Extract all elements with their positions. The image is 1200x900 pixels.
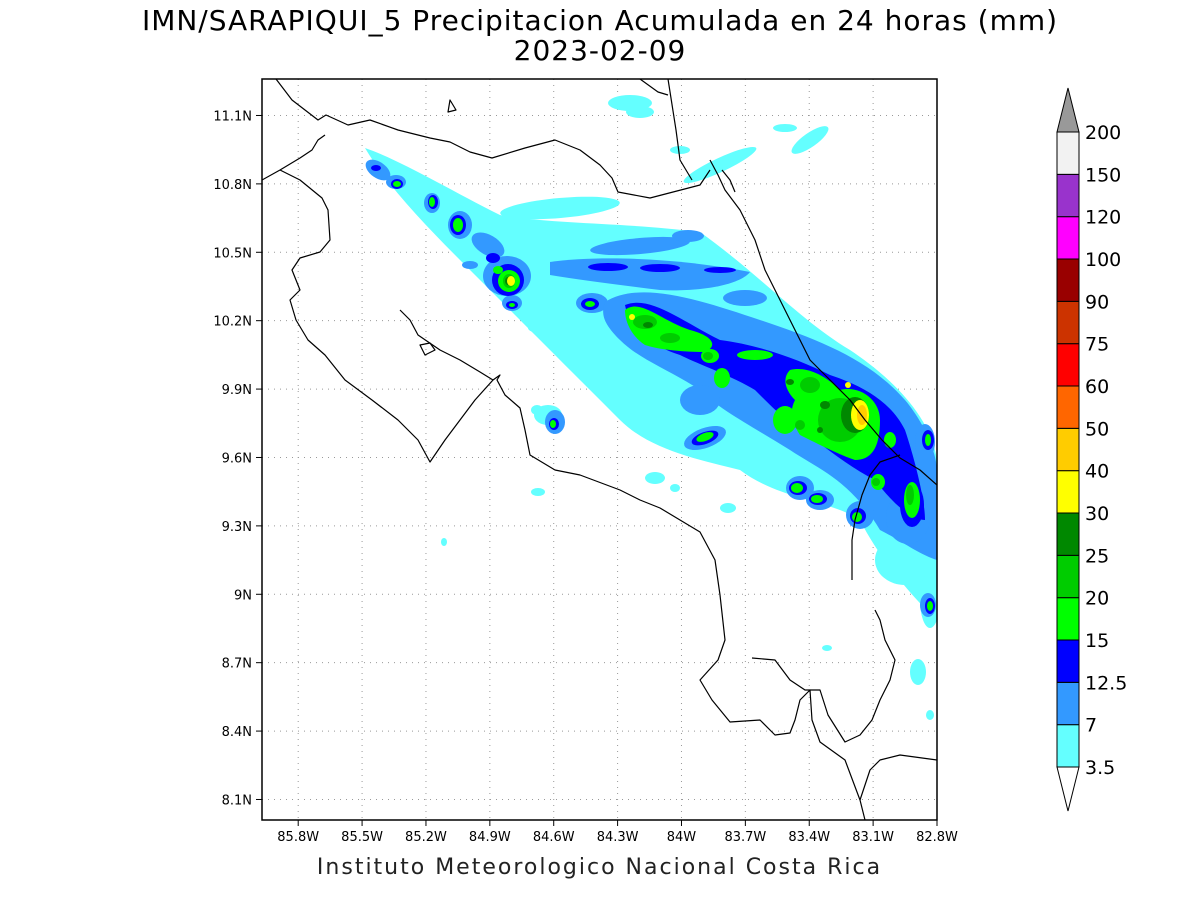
- lat-tick-label: 10.2N: [213, 315, 252, 330]
- lat-tick-label: 9.9N: [222, 383, 252, 398]
- lon-tick-label: 83.1W: [852, 830, 894, 845]
- lon-tick-label: 84.9W: [469, 830, 511, 845]
- colorbar-label: 20: [1085, 588, 1109, 610]
- lon-tick-label: 83.4W: [788, 830, 830, 845]
- colorbar-label: 90: [1085, 291, 1109, 313]
- precipitation-field: [365, 95, 937, 720]
- lat-tick-label: 9.3N: [222, 520, 252, 535]
- colorbar-swatch: [1056, 681, 1080, 726]
- colorbar-swatch: [1056, 597, 1080, 641]
- lon-tick-label: 85.5W: [341, 830, 383, 845]
- map-date: 2023-02-09: [513, 34, 687, 67]
- map-title: IMN/SARAPIQUI_5 Precipitacion Acumulada …: [141, 4, 1059, 37]
- colorbar-label: 100: [1085, 249, 1121, 271]
- colorbar-swatch: [1056, 258, 1080, 302]
- colorbar-over-triangle: [1056, 87, 1080, 133]
- colorbar-label: 25: [1085, 545, 1109, 567]
- lon-tick-label: 84W: [667, 830, 697, 845]
- colorbar-label: 75: [1085, 334, 1109, 356]
- colorbar-swatch: [1056, 343, 1080, 387]
- colorbar-swatch: [1056, 512, 1080, 556]
- lat-tick-label: 11.1N: [213, 109, 252, 124]
- lat-tick-label: 8.4N: [222, 725, 252, 740]
- lat-tick-label: 8.1N: [222, 793, 252, 808]
- colorbar-swatch: [1056, 554, 1080, 599]
- lat-tick-label: 8.7N: [222, 657, 252, 672]
- colorbar-label: 15: [1085, 630, 1109, 652]
- colorbar-swatch: [1056, 724, 1080, 768]
- colorbar-swatch: [1056, 131, 1080, 175]
- colorbar-swatch: [1056, 173, 1080, 218]
- colorbar-under-triangle: [1056, 766, 1080, 812]
- colorbar-label: 30: [1085, 503, 1109, 525]
- lon-tick-label: 83.7W: [724, 830, 766, 845]
- lat-tick-label: 10.8N: [213, 178, 252, 193]
- colorbar-label: 200: [1085, 122, 1121, 144]
- colorbar-swatch: [1056, 639, 1080, 683]
- lon-tick-label: 82.8W: [916, 830, 958, 845]
- lon-tick-label: 85.8W: [277, 830, 319, 845]
- colorbar-swatch: [1056, 470, 1080, 514]
- credit-line: Instituto Meteorologico Nacional Costa R…: [316, 855, 883, 880]
- colorbar-label: 60: [1085, 376, 1109, 398]
- lon-tick-label: 84.3W: [597, 830, 639, 845]
- colorbar-label: 12.5: [1085, 672, 1127, 694]
- colorbar-label: 3.5: [1085, 757, 1115, 779]
- colorbar-label: 120: [1085, 207, 1121, 229]
- lat-tick-label: 9N: [234, 588, 252, 603]
- colorbar-swatch: [1056, 427, 1080, 472]
- map-frame: [261, 78, 938, 821]
- colorbar: 3.5 7 12.5 15 20 25 30 40 50 60 75 90 100 120 150 200: [1056, 87, 1127, 812]
- colorbar-swatch: [1056, 385, 1080, 429]
- colorbar-swatch: [1056, 216, 1080, 260]
- lon-tick-label: 84.6W: [533, 830, 575, 845]
- lat-tick-label: 9.6N: [222, 451, 252, 466]
- precip-level-40: [857, 405, 867, 425]
- colorbar-label: 50: [1085, 418, 1109, 440]
- lat-tick-label: 10.5N: [213, 246, 252, 261]
- colorbar-label: 40: [1085, 461, 1109, 483]
- coastlines: [262, 79, 937, 820]
- lon-tick-label: 85.2W: [405, 830, 447, 845]
- colorbar-label: 150: [1085, 164, 1121, 186]
- colorbar-swatch: [1056, 300, 1080, 345]
- graticule: 85.8W 85.5W 85.2W 84.9W 84.6W 84.3W 84W 83.7W 83…: [213, 79, 958, 845]
- colorbar-label: 7: [1085, 715, 1097, 737]
